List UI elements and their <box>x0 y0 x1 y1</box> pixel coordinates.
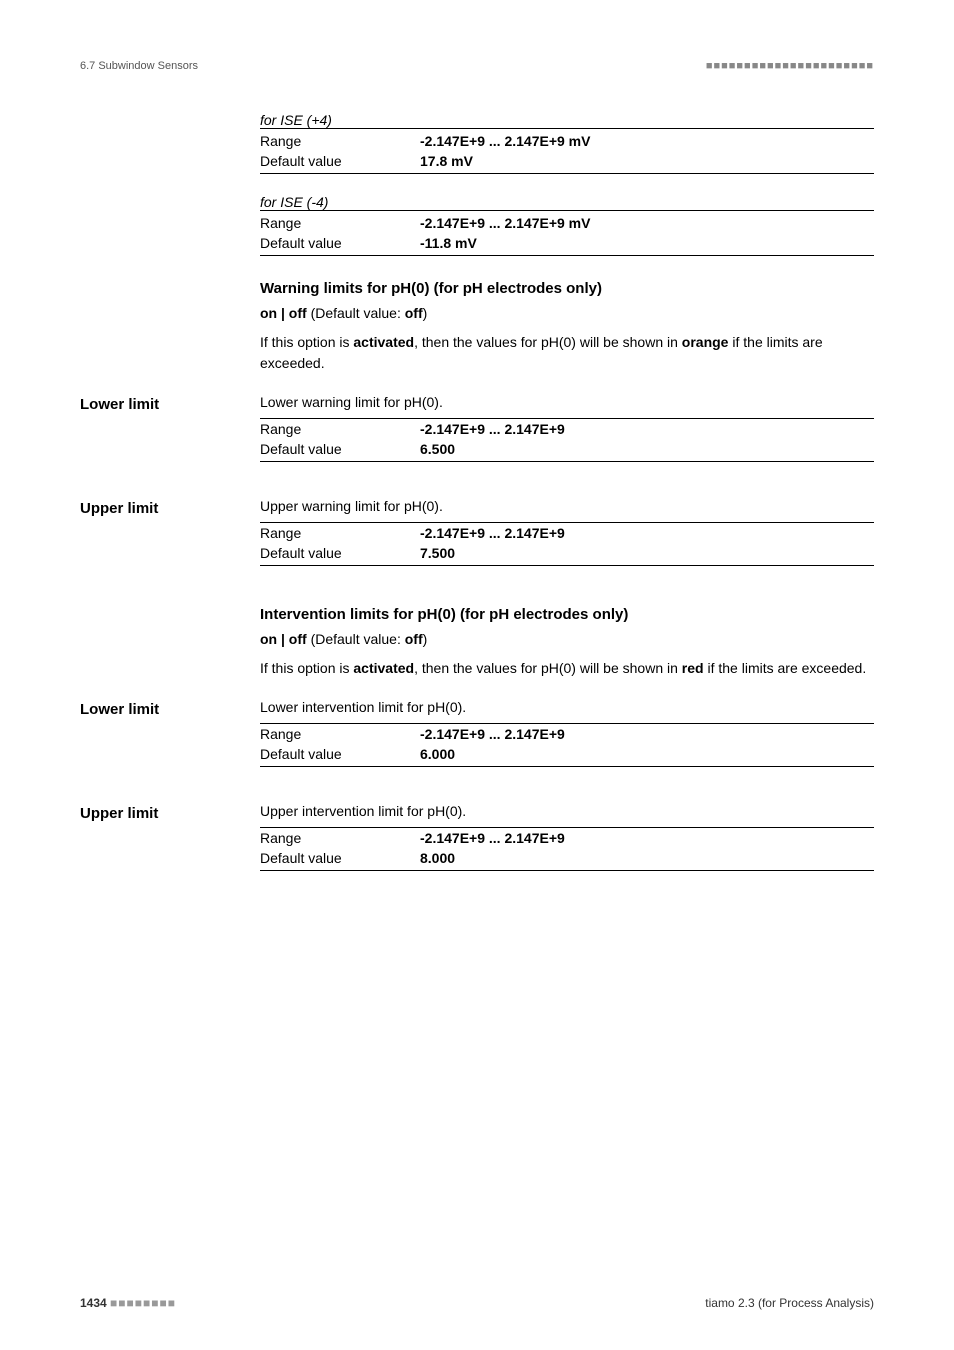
onoff-options: on | off <box>260 305 307 321</box>
page-header: 6.7 Subwindow Sensors ■■■■■■■■■■■■■■■■■■… <box>80 60 874 72</box>
ise-minus4-range-row: Range -2.147E+9 ... 2.147E+9 mV <box>260 213 874 233</box>
desc-prefix: If this option is <box>260 660 353 676</box>
range-label: Range <box>260 215 420 231</box>
ise-minus4-label: for ISE (-4) <box>260 194 874 211</box>
header-ornament: ■■■■■■■■■■■■■■■■■■■■■■ <box>706 60 874 72</box>
lower-limit-desc: Lower intervention limit for pH(0). <box>260 699 874 715</box>
intervention-upper-limit-block: Upper limit Upper intervention limit for… <box>260 803 874 887</box>
default-value: 6.500 <box>420 441 455 457</box>
range-label: Range <box>260 830 420 846</box>
range-value: -2.147E+9 ... 2.147E+9 mV <box>420 133 590 149</box>
desc-activated: activated <box>353 660 414 676</box>
default-row: Default value 6.000 <box>260 744 874 767</box>
page-number: 1434 <box>80 1296 107 1310</box>
main-content: for ISE (+4) Range -2.147E+9 ... 2.147E+… <box>260 112 874 887</box>
lower-limit-desc: Lower warning limit for pH(0). <box>260 394 874 410</box>
range-row: Range -2.147E+9 ... 2.147E+9 <box>260 523 874 543</box>
intervention-lower-limit-block: Lower limit Lower intervention limit for… <box>260 699 874 783</box>
product-name: tiamo 2.3 (for Process Analysis) <box>705 1296 874 1310</box>
ise-minus4-default-row: Default value -11.8 mV <box>260 233 874 256</box>
warning-limits-heading: Warning limits for pH(0) (for pH electro… <box>260 280 874 297</box>
field-body: Lower warning limit for pH(0). Range -2.… <box>260 394 874 478</box>
default-label: Default value <box>260 235 420 251</box>
default-label: Default value <box>260 746 420 762</box>
intervention-onoff-line: on | off (Default value: off) <box>260 629 874 650</box>
ise-plus4-default-row: Default value 17.8 mV <box>260 151 874 174</box>
desc-suffix: if the limits are exceeded. <box>704 660 867 676</box>
onoff-suffix: ) <box>423 631 428 647</box>
range-row: Range -2.147E+9 ... 2.147E+9 <box>260 828 874 848</box>
section-reference: 6.7 Subwindow Sensors <box>80 60 198 72</box>
default-value: -11.8 mV <box>420 235 477 251</box>
intervention-description: If this option is activated, then the va… <box>260 658 874 679</box>
onoff-mid: (Default value: <box>307 631 405 647</box>
range-value: -2.147E+9 ... 2.147E+9 mV <box>420 215 590 231</box>
warning-upper-limit-block: Upper limit Upper warning limit for pH(0… <box>260 498 874 582</box>
field-body: Upper intervention limit for pH(0). Rang… <box>260 803 874 887</box>
range-row: Range -2.147E+9 ... 2.147E+9 <box>260 419 874 439</box>
desc-mid: , then the values for pH(0) will be show… <box>414 334 682 350</box>
warning-description: If this option is activated, then the va… <box>260 332 874 374</box>
upper-limit-desc: Upper intervention limit for pH(0). <box>260 803 874 819</box>
footer-ornament: ■■■■■■■■ <box>110 1296 176 1310</box>
intervention-limits-heading: Intervention limits for pH(0) (for pH el… <box>260 606 874 623</box>
onoff-suffix: ) <box>423 305 428 321</box>
onoff-options: on | off <box>260 631 307 647</box>
footer-left: 1434 ■■■■■■■■ <box>80 1296 176 1310</box>
upper-limit-label: Upper limit <box>80 498 260 517</box>
range-value: -2.147E+9 ... 2.147E+9 <box>420 421 565 437</box>
default-label: Default value <box>260 153 420 169</box>
ise-plus4-range-row: Range -2.147E+9 ... 2.147E+9 mV <box>260 131 874 151</box>
default-value: 7.500 <box>420 545 455 561</box>
field-body: Lower intervention limit for pH(0). Rang… <box>260 699 874 783</box>
page: 6.7 Subwindow Sensors ■■■■■■■■■■■■■■■■■■… <box>0 0 954 1350</box>
default-label: Default value <box>260 850 420 866</box>
range-label: Range <box>260 525 420 541</box>
page-footer: 1434 ■■■■■■■■ tiamo 2.3 (for Process Ana… <box>80 1296 874 1310</box>
default-row: Default value 6.500 <box>260 439 874 462</box>
warning-onoff-line: on | off (Default value: off) <box>260 303 874 324</box>
default-row: Default value 7.500 <box>260 543 874 566</box>
range-value: -2.147E+9 ... 2.147E+9 <box>420 830 565 846</box>
range-label: Range <box>260 726 420 742</box>
range-value: -2.147E+9 ... 2.147E+9 <box>420 726 565 742</box>
onoff-mid: (Default value: <box>307 305 405 321</box>
field-body: Upper warning limit for pH(0). Range -2.… <box>260 498 874 582</box>
range-value: -2.147E+9 ... 2.147E+9 <box>420 525 565 541</box>
range-row: Range -2.147E+9 ... 2.147E+9 <box>260 724 874 744</box>
upper-limit-label: Upper limit <box>80 803 260 822</box>
onoff-default: off <box>405 631 423 647</box>
default-label: Default value <box>260 441 420 457</box>
default-value: 17.8 mV <box>420 153 473 169</box>
default-value: 6.000 <box>420 746 455 762</box>
range-label: Range <box>260 421 420 437</box>
desc-color: red <box>682 660 704 676</box>
ise-plus4-label: for ISE (+4) <box>260 112 874 129</box>
default-value: 8.000 <box>420 850 455 866</box>
lower-limit-label: Lower limit <box>80 394 260 413</box>
desc-color: orange <box>682 334 729 350</box>
upper-limit-desc: Upper warning limit for pH(0). <box>260 498 874 514</box>
lower-limit-label: Lower limit <box>80 699 260 718</box>
default-label: Default value <box>260 545 420 561</box>
desc-mid: , then the values for pH(0) will be show… <box>414 660 682 676</box>
desc-prefix: If this option is <box>260 334 353 350</box>
range-label: Range <box>260 133 420 149</box>
default-row: Default value 8.000 <box>260 848 874 871</box>
onoff-default: off <box>405 305 423 321</box>
warning-lower-limit-block: Lower limit Lower warning limit for pH(0… <box>260 394 874 478</box>
desc-activated: activated <box>353 334 414 350</box>
